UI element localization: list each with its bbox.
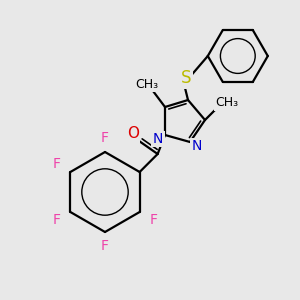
Text: F: F: [52, 213, 60, 227]
Text: CH₃: CH₃: [215, 97, 238, 110]
Text: S: S: [181, 69, 191, 87]
Text: F: F: [101, 239, 109, 253]
Text: N: N: [192, 139, 202, 153]
Text: F: F: [150, 213, 158, 227]
Text: CH₃: CH₃: [135, 78, 158, 91]
Text: F: F: [52, 157, 60, 171]
Text: F: F: [101, 131, 109, 145]
Text: N: N: [153, 132, 163, 146]
Text: O: O: [127, 127, 139, 142]
